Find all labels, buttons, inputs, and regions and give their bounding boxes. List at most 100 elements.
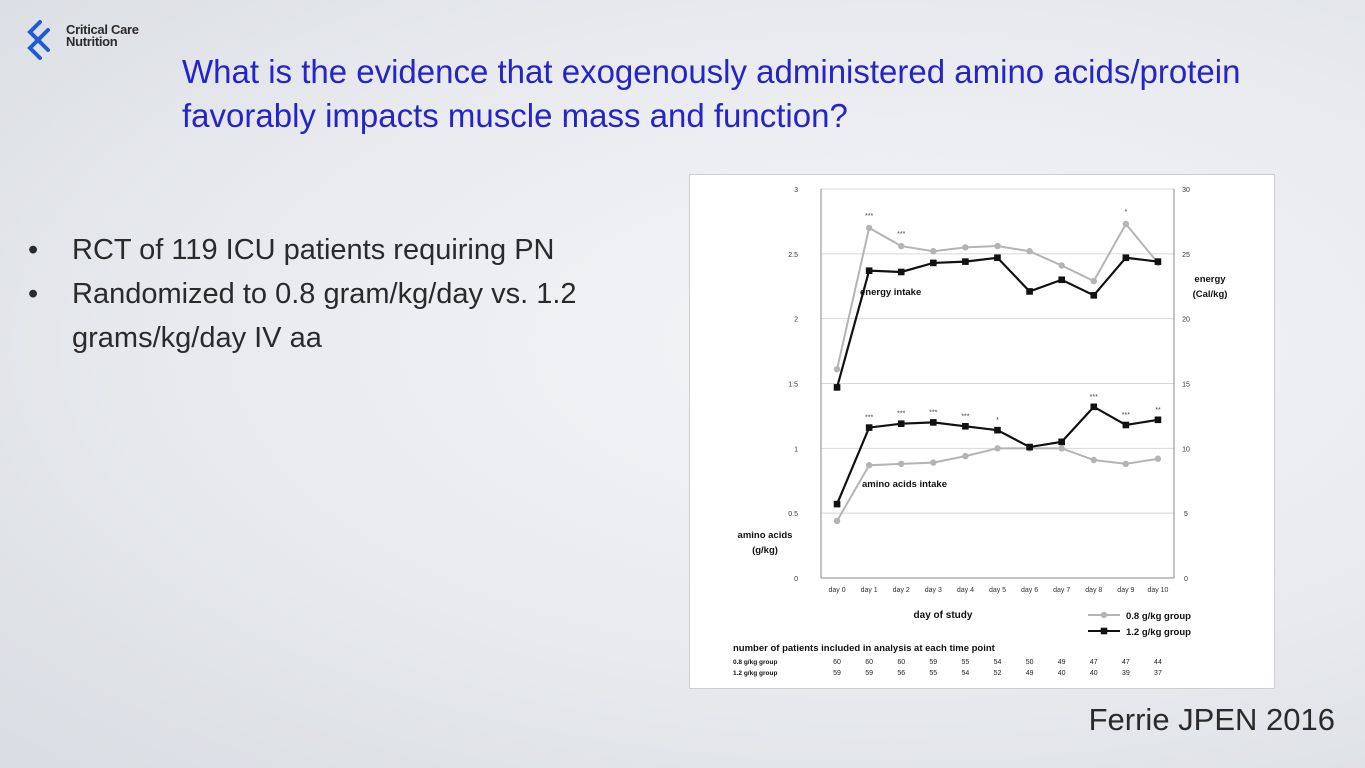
legend-marker-12 [1100, 627, 1108, 635]
patients-table-cell: 59 [865, 670, 873, 677]
patients-table-cell: 54 [962, 670, 970, 677]
patients-table-title: number of patients included in analysis … [733, 643, 996, 654]
patients-table-cell: 49 [1058, 659, 1066, 666]
x-tick-label: day 9 [1117, 587, 1134, 594]
bullet-marker: • [28, 234, 39, 266]
patients-table-cell: 49 [1026, 670, 1034, 677]
x-axis-label: day of study [914, 610, 973, 621]
x-tick-label: day 10 [1147, 587, 1168, 594]
patients-table-cell: 37 [1154, 670, 1162, 677]
y-left-tick-label: 3 [794, 187, 798, 194]
patients-table-cell: 52 [994, 670, 1002, 677]
patients-table-cell: 39 [1122, 670, 1130, 677]
significance-marker: *** [1122, 412, 1130, 419]
data-point-energy-12 [1154, 258, 1162, 265]
patients-table-cell: 59 [833, 670, 841, 677]
patients-table-cell: 56 [897, 670, 905, 677]
bullet-item: • RCT of 119 ICU patients requiring PN [28, 228, 688, 272]
y-right-tick-label: 25 [1182, 252, 1190, 259]
bullet-marker: • [28, 278, 39, 310]
x-tick-label: day 2 [893, 587, 910, 594]
data-point-energy-12 [833, 384, 841, 391]
y-right-axis-label-line2: (Cal/kg) [1193, 289, 1228, 300]
patients-table-cell: 55 [962, 659, 970, 666]
data-point-energy-08 [1122, 220, 1130, 228]
logo-line1: Critical Care [66, 22, 139, 37]
data-point-energy-12 [865, 267, 873, 274]
patients-table-cell: 44 [1154, 659, 1162, 666]
significance-marker: *** [897, 231, 905, 238]
data-point-energy-12 [1090, 292, 1098, 299]
y-right-tick-label: 0 [1184, 576, 1188, 583]
logo-text: Critical Care Nutrition [66, 22, 139, 48]
data-point-energy-08 [865, 224, 873, 232]
data-point-amino-08 [1154, 455, 1162, 462]
bullet-item: • Randomized to 0.8 gram/kg/day vs. 1.2 … [28, 272, 688, 360]
patients-table-row-label: 0.8 g/kg group [733, 659, 777, 666]
y-right-tick-label: 15 [1182, 382, 1190, 389]
study-figure: 0 0.5 1 1.5 2 2.5 3 0 5 10 15 20 25 30 day 0 day 1 day 2… [689, 174, 1275, 689]
y-left-tick-label: 2.5 [788, 252, 798, 259]
data-point-amino-12 [1058, 438, 1065, 446]
data-point-energy-08 [898, 242, 905, 250]
legend-marker-08 [1100, 611, 1108, 619]
data-point-amino-12 [930, 419, 937, 426]
x-tick-label: day 7 [1053, 587, 1070, 594]
data-point-amino-12 [833, 500, 841, 508]
y-left-axis-label-line2: (g/kg) [752, 545, 778, 556]
x-tick-label: day 4 [957, 587, 974, 594]
citation: Ferrie JPEN 2016 [1088, 702, 1335, 737]
y-left-axis-label-line1: amino acids [738, 530, 793, 541]
x-tick-label: day 8 [1085, 587, 1102, 594]
data-point-amino-08 [1090, 456, 1097, 464]
significance-marker: * [1124, 209, 1127, 216]
data-point-energy-08 [1026, 248, 1033, 255]
significance-marker: *** [865, 213, 873, 220]
slide-title: What is the evidence that exogenously ad… [182, 53, 1241, 134]
significance-marker: *** [897, 411, 905, 418]
data-point-amino-08 [833, 517, 841, 525]
logo-chevron-icon [27, 20, 50, 60]
data-point-energy-12 [994, 254, 1001, 262]
bullet-list: • RCT of 119 ICU patients requiring PN •… [28, 228, 688, 360]
y-left-tick-label: 1.5 [788, 382, 798, 389]
significance-marker: *** [929, 409, 937, 416]
data-point-energy-08 [994, 242, 1001, 250]
bullet-text: Randomized to 0.8 gram/kg/day vs. 1.2 gr… [72, 278, 577, 354]
data-point-energy-12 [962, 258, 969, 265]
y-right-tick-label: 30 [1182, 187, 1190, 194]
x-tick-label: day 6 [1021, 587, 1038, 594]
data-point-amino-12 [897, 420, 905, 427]
patients-table-cell: 60 [833, 659, 841, 666]
y-right-tick-label: 5 [1184, 511, 1188, 518]
data-point-amino-12 [1154, 416, 1162, 424]
data-point-amino-12 [994, 426, 1001, 434]
data-point-energy-12 [1026, 288, 1033, 295]
y-left-tick-label: 1 [794, 446, 798, 453]
patients-table-cell: 60 [865, 659, 873, 666]
data-point-energy-12 [897, 268, 905, 276]
series-line-energy-12 [835, 256, 1159, 388]
data-point-amino-08 [898, 460, 905, 468]
legend-label-12: 1.2 g/kg group [1126, 627, 1191, 638]
y-right-axis-label-line1: energy [1194, 274, 1226, 285]
legend-label-08: 0.8 g/kg group [1126, 611, 1191, 622]
patients-table-cell: 47 [1090, 659, 1098, 666]
data-point-energy-08 [1058, 262, 1065, 269]
amino-acids-intake-annotation: amino acids intake [862, 479, 947, 490]
significance-marker: ** [1155, 407, 1161, 414]
significance-marker: * [996, 417, 999, 424]
patients-table-cell: 55 [929, 670, 937, 677]
x-tick-label: day 3 [925, 587, 942, 594]
patients-table-row-label: 1.2 g/kg group [733, 670, 777, 677]
y-left-tick-label: 0 [794, 576, 798, 583]
x-tick-label: day 0 [828, 587, 845, 594]
y-right-tick-label: 10 [1182, 446, 1190, 453]
data-point-amino-12 [1122, 421, 1130, 429]
data-point-amino-12 [1026, 443, 1033, 451]
data-point-amino-08 [994, 445, 1001, 452]
patients-table-cell: 50 [1026, 659, 1034, 666]
data-point-energy-12 [930, 259, 937, 267]
data-point-amino-08 [865, 461, 873, 469]
